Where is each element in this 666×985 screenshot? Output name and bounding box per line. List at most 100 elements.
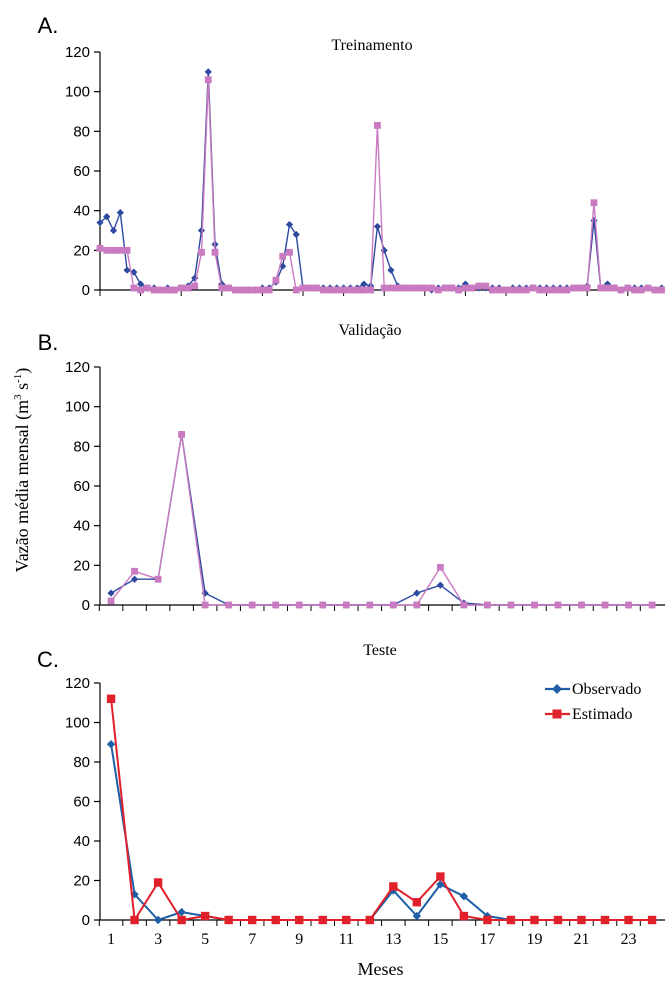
y-tick-label: 100 [65,399,90,416]
data-point [137,286,144,294]
panel-title: Teste [363,642,397,659]
data-point [367,286,375,294]
y-tick-label: 80 [73,123,90,140]
data-point [553,915,563,925]
data-point [200,911,210,921]
ylabel-end: ) [12,368,33,374]
data-point [153,878,163,887]
data-point [625,601,632,609]
data-point [191,282,199,290]
data-point [374,121,381,129]
data-point [191,274,199,282]
x-tick-label: 9 [295,931,303,948]
data-point [224,915,233,925]
data-point [272,276,280,284]
x-tick-label: 11 [339,931,354,948]
data-point [516,286,523,294]
data-point [597,284,605,292]
data-point [461,284,469,292]
data-point [482,282,490,290]
legend-item-observado: Observado [545,681,641,698]
panel-2: B. Validação 0 20 40 60 80 100 120 [38,322,665,614]
y-tick-label: 60 [73,478,90,495]
data-point [106,740,116,749]
panel-letter: B. [38,330,59,355]
data-point [631,286,638,294]
y-tick-label: 60 [73,794,90,811]
data-point [204,76,212,84]
y-tick-label: 0 [82,912,90,929]
series-estimado [96,76,666,294]
data-point [506,915,516,925]
data-point [319,601,327,609]
y-tick-label: 20 [73,873,90,890]
data-point [245,286,253,294]
data-point [509,286,517,294]
data-point [365,915,374,925]
data-point [107,597,115,605]
data-point [306,284,314,292]
ylabel-sup-1: 3 [12,394,24,400]
data-point [123,246,131,254]
data-point [530,915,539,925]
data-point [123,266,131,274]
y-tick-label: 100 [65,715,90,732]
data-point [318,915,327,925]
panel-1: A. Treinamento 0 20 40 60 80 100 120 [38,13,666,299]
panel-title: Validação [338,322,401,339]
data-point [279,252,287,260]
data-point [150,286,158,294]
data-point [413,601,421,609]
data-point [96,218,104,227]
data-point [436,581,444,589]
series-line [99,79,662,291]
data-point [549,286,557,294]
data-point [360,280,368,288]
x-tick-label: 15 [432,931,448,948]
series-line [110,698,653,921]
data-point [658,286,666,294]
data-point [285,220,294,229]
data-point [157,286,165,294]
data-point [184,284,192,292]
x-tick-label: 3 [154,931,162,948]
data-point [360,286,368,294]
x-tick-label: 5 [201,931,209,948]
legend-swatch-marker [552,709,562,719]
legend-label: Observado [572,681,641,698]
x-tick-label: 17 [479,931,495,948]
series-estimado [107,431,656,609]
data-point [340,286,347,294]
legend-label: Estimado [572,706,632,723]
data-point [644,284,652,292]
data-point [211,248,219,256]
y-tick-label: 0 [82,597,90,614]
data-point [107,589,115,597]
data-point [648,601,656,609]
data-point [577,284,584,292]
y-tick-label: 20 [73,242,90,259]
data-point [109,226,118,235]
svg-text:Vazão média mensal (m3 s-1): Vazão média mensal (m3 s-1) [12,368,33,573]
panel-letter: C. [37,647,59,672]
y-axis-label: Vazão média mensal (m3 s-1) [12,368,33,573]
data-point [177,284,185,292]
data-point [177,915,186,925]
data-point [502,286,510,294]
data-point [295,915,304,925]
panel-letter: A. [38,13,59,38]
data-point [531,601,538,609]
data-point [436,563,444,571]
data-point [279,262,287,270]
series-line [110,433,653,606]
data-point [475,282,483,290]
data-point [617,286,625,294]
x-tick-label: 21 [573,931,589,948]
data-point [326,286,334,294]
data-point [353,286,361,294]
data-point [265,286,273,294]
data-point [441,284,449,292]
y-tick-label: 100 [65,84,90,101]
y-tick-label: 20 [73,557,90,574]
